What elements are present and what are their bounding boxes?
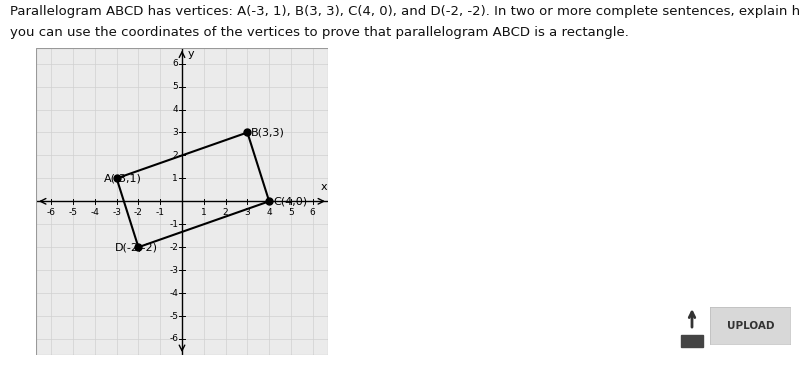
- Text: UPLOAD: UPLOAD: [726, 321, 774, 331]
- Text: you can use the coordinates of the vertices to prove that parallelogram ABCD is : you can use the coordinates of the verti…: [10, 26, 630, 39]
- Text: 4: 4: [266, 208, 272, 217]
- Text: Parallelogram ABCD has vertices: A(-3, 1), B(3, 3), C(4, 0), and D(-2, -2). In t: Parallelogram ABCD has vertices: A(-3, 1…: [10, 5, 800, 19]
- Text: 6: 6: [310, 208, 316, 217]
- Text: D(-2,-2): D(-2,-2): [114, 242, 158, 252]
- Text: -5: -5: [69, 208, 78, 217]
- Text: 3: 3: [245, 208, 250, 217]
- Text: -6: -6: [169, 335, 178, 343]
- Text: 2: 2: [173, 151, 178, 160]
- Text: C(4,0): C(4,0): [273, 196, 307, 206]
- Text: -2: -2: [134, 208, 143, 217]
- Text: A(-3,1): A(-3,1): [103, 173, 142, 183]
- Bar: [681, 335, 703, 347]
- Text: 1: 1: [201, 208, 206, 217]
- Text: B(3,3): B(3,3): [251, 127, 285, 138]
- Bar: [36, 48, 328, 355]
- Text: 6: 6: [172, 59, 178, 68]
- Text: -3: -3: [169, 266, 178, 274]
- Text: -2: -2: [170, 243, 178, 252]
- Text: -6: -6: [46, 208, 56, 217]
- Text: 5: 5: [288, 208, 294, 217]
- Text: -4: -4: [90, 208, 99, 217]
- Text: -3: -3: [112, 208, 121, 217]
- Text: -1: -1: [156, 208, 165, 217]
- Text: 2: 2: [222, 208, 228, 217]
- Text: -4: -4: [170, 288, 178, 298]
- Text: -1: -1: [169, 220, 178, 229]
- Text: x: x: [320, 182, 327, 192]
- Text: 3: 3: [172, 128, 178, 137]
- Text: -5: -5: [169, 311, 178, 321]
- Text: y: y: [187, 49, 194, 59]
- Text: 1: 1: [172, 174, 178, 183]
- Text: 5: 5: [172, 82, 178, 91]
- Text: 4: 4: [173, 105, 178, 114]
